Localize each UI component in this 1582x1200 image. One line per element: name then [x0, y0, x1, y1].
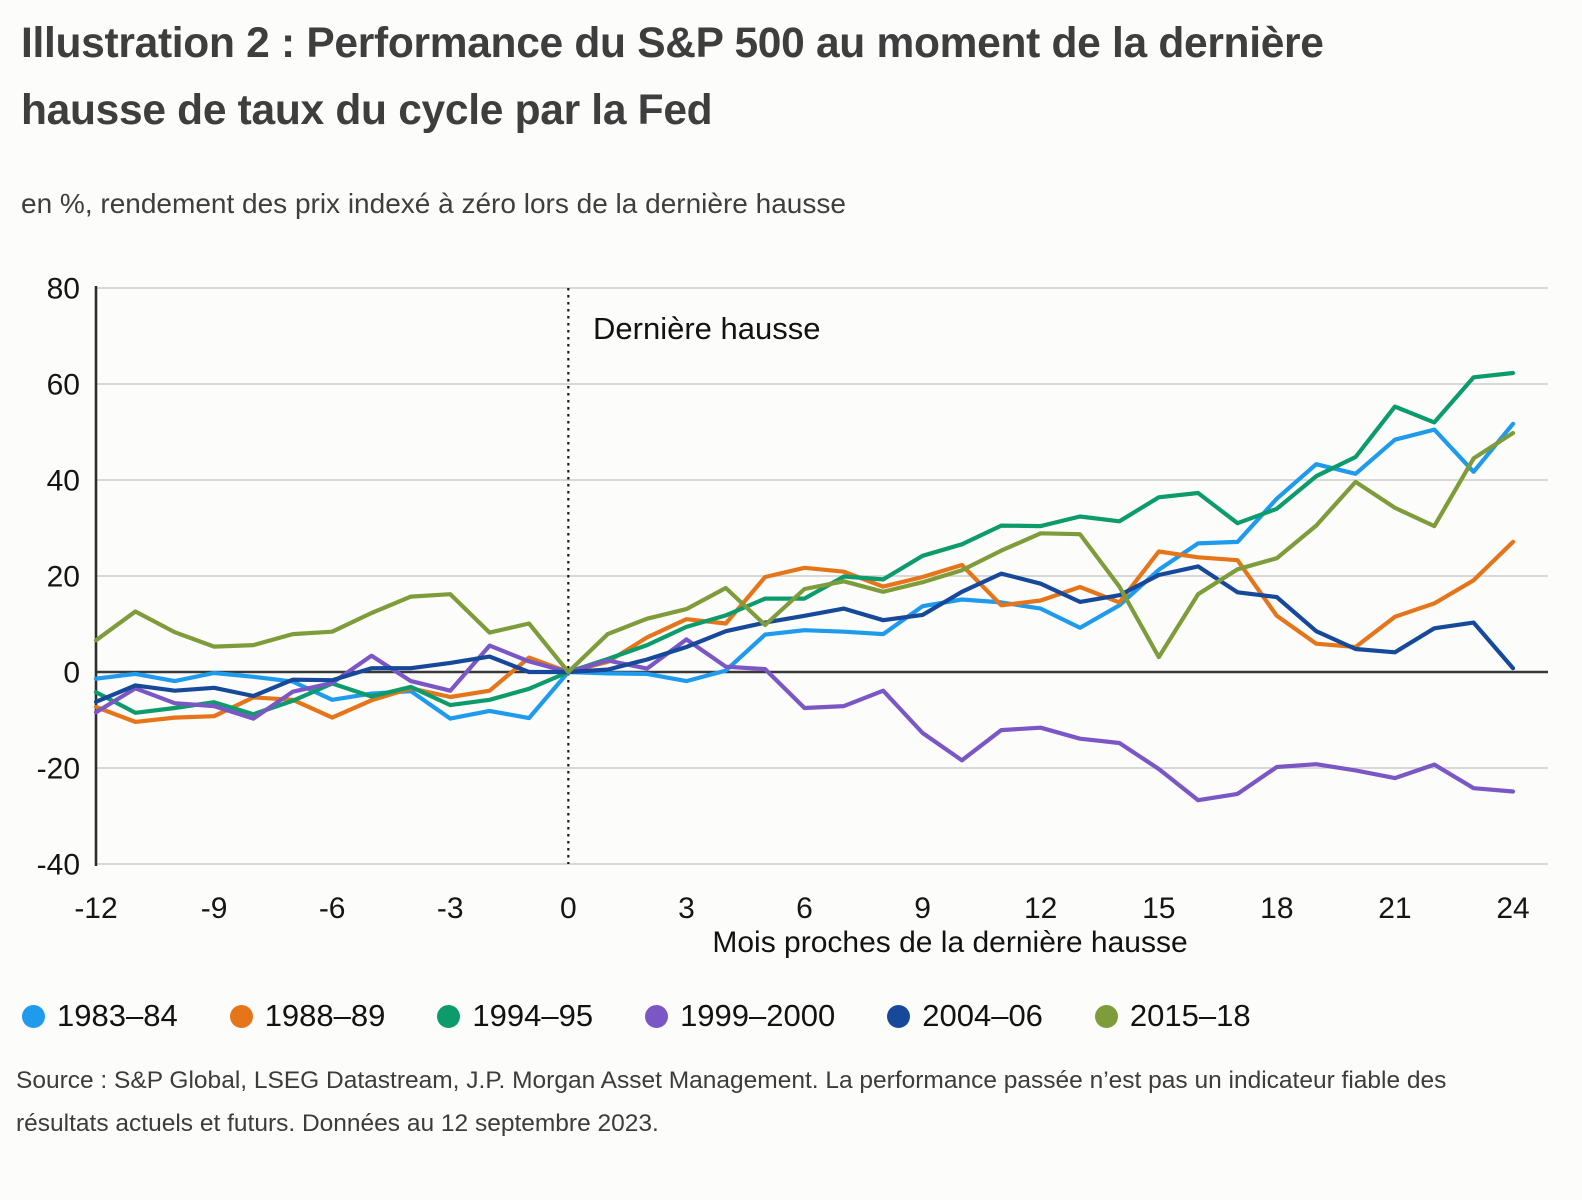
chart-subtitle: en %, rendement des prix indexé à zéro l…: [21, 188, 846, 219]
x-axis-tick-label: 18: [1260, 892, 1293, 925]
x-axis-tick-label: -3: [437, 892, 464, 925]
x-axis-tick-label: 24: [1496, 892, 1529, 925]
series-line-1988-89: [93, 539, 1516, 725]
legend-item: 2015–18: [1094, 998, 1251, 1034]
x-axis-tick-label: -6: [319, 892, 346, 925]
x-axis-tick-label: 9: [914, 892, 931, 925]
x-axis-tick-label: -12: [74, 892, 117, 925]
series-line-2004-06: [93, 564, 1516, 704]
y-axis-tick-label: -20: [37, 753, 80, 786]
y-axis-tick-label: -40: [37, 849, 80, 882]
x-axis-tick-label: 15: [1142, 892, 1175, 925]
legend: 1983–84 1988–89 1994–95 1999–2000 2004–06 201…: [22, 996, 1251, 1036]
legend-dot-icon: [1094, 1004, 1118, 1028]
legend-dot-icon: [437, 1004, 461, 1028]
legend-label: 1983–84: [57, 998, 178, 1033]
y-axis-tick-label: 0: [63, 657, 80, 690]
legend-item: 1994–95: [437, 998, 593, 1034]
y-axis-tick-label: 20: [47, 561, 80, 594]
gridlines: [96, 287, 1548, 865]
source-note: Source : S&P Global, LSEG Datastream, J.…: [16, 1067, 1447, 1137]
x-axis-title: Mois proches de la dernière hausse: [712, 926, 1188, 959]
x-axis-tick-label: 6: [796, 892, 813, 925]
series-line-1994-95: [93, 370, 1516, 717]
legend-item: 1983–84: [22, 998, 178, 1034]
last-hike-annotation: Dernière hausse: [593, 311, 821, 346]
x-axis-tick-label: -9: [201, 892, 228, 925]
legend-dot-icon: [645, 1004, 669, 1028]
y-axis-tick-label: 80: [47, 273, 80, 306]
legend-item: 2004–06: [887, 998, 1043, 1034]
legend-label: 1999–2000: [680, 998, 836, 1033]
x-axis-tick-labels: -12 -9 -6 -3 0 3 6 9 12 15 18 21 24: [74, 892, 1529, 925]
legend-dot-icon: [22, 1004, 45, 1028]
page-title: Illustration 2 : Performance du S&P 500 …: [21, 20, 1324, 134]
x-axis-tick-label: 12: [1024, 892, 1057, 925]
legend-label: 1994–95: [472, 998, 594, 1033]
legend-dot-icon: [887, 1004, 911, 1028]
legend-label: 2004–06: [922, 998, 1043, 1033]
x-axis-tick-label: 21: [1378, 892, 1411, 925]
series-line-2015-18: [93, 430, 1516, 675]
y-axis-tick-label: 40: [47, 465, 80, 498]
x-axis-tick-label: 3: [678, 892, 695, 925]
axes: [94, 286, 1548, 866]
legend-dot-icon: [229, 1004, 253, 1028]
series-line-1999-2000: [93, 637, 1516, 803]
legend-label: 2015–18: [1129, 998, 1251, 1033]
series-lines: [93, 370, 1516, 803]
x-axis-tick-label: 0: [560, 892, 577, 925]
series-line-1983-84: [93, 421, 1516, 721]
legend-label: 1988–89: [264, 998, 386, 1033]
legend-item: 1999–2000: [645, 998, 835, 1034]
y-axis-tick-labels: 80 60 40 20 0 -20 -40: [37, 273, 80, 882]
legend-item: 1988–89: [229, 998, 386, 1034]
y-axis-tick-label: 60: [47, 369, 80, 402]
